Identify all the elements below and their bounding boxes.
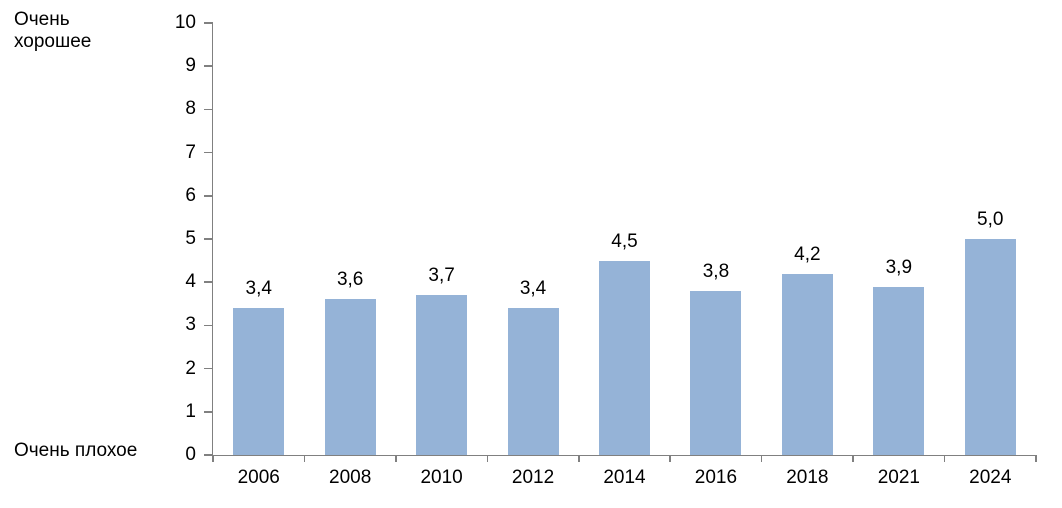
bar-value-label: 3,9 bbox=[885, 256, 913, 278]
x-tick-label: 2016 bbox=[694, 467, 738, 488]
x-axis-tick bbox=[669, 455, 671, 462]
y-tick-label: 9 bbox=[185, 55, 196, 77]
bar-value-label: 3,7 bbox=[428, 265, 455, 287]
x-axis-tick bbox=[852, 455, 854, 462]
bar-value-label: 3,4 bbox=[519, 278, 547, 300]
bar bbox=[233, 308, 285, 455]
y-axis-top-label: Очень хорошее bbox=[14, 9, 92, 52]
bar-value-label: 4,5 bbox=[611, 230, 638, 252]
bar bbox=[690, 290, 742, 455]
y-axis-tick bbox=[204, 454, 213, 456]
y-axis-tick bbox=[204, 65, 213, 67]
y-tick-label: 6 bbox=[185, 184, 196, 206]
bar bbox=[416, 295, 468, 455]
y-tick-label: 2 bbox=[185, 357, 196, 379]
bar bbox=[507, 308, 559, 455]
y-tick-label: 0 bbox=[185, 444, 196, 465]
x-axis-tick bbox=[303, 455, 306, 462]
x-axis-tick bbox=[395, 455, 397, 462]
x-axis-tick bbox=[578, 455, 580, 462]
y-axis-tick bbox=[204, 367, 213, 370]
x-tick-label: 2018 bbox=[786, 467, 829, 488]
y-tick-label: 1 bbox=[185, 400, 196, 422]
y-axis-tick bbox=[204, 281, 213, 283]
bar-value-label: 3,6 bbox=[336, 269, 364, 291]
y-tick-label: 7 bbox=[185, 141, 196, 163]
x-axis-tick bbox=[486, 455, 489, 462]
y-tick-label: 10 bbox=[174, 12, 196, 33]
x-axis-tick bbox=[943, 455, 946, 462]
y-tick-label: 3 bbox=[185, 314, 196, 336]
y-axis-tick bbox=[204, 195, 213, 197]
plot-area: 3,4 2006 3,6 2008 3,7 2010 3,4 2012 4,5 2014 3,8 20… bbox=[204, 22, 1037, 488]
bar bbox=[964, 239, 1016, 455]
y-tick-label: 5 bbox=[185, 228, 196, 249]
bar-value-label: 5,0 bbox=[977, 209, 1004, 230]
x-tick-label: 2010 bbox=[420, 467, 463, 488]
bar bbox=[599, 260, 650, 455]
y-axis-bottom-label: Очень плохое bbox=[14, 440, 138, 461]
bar-value-label: 3,8 bbox=[702, 260, 730, 282]
bar-value-label: 3,4 bbox=[245, 278, 272, 300]
y-axis-tick bbox=[204, 411, 213, 413]
y-axis-tick bbox=[204, 108, 213, 111]
y-tick-label: 8 bbox=[185, 98, 196, 120]
x-axis-tick bbox=[212, 455, 214, 462]
x-tick-label: 2014 bbox=[603, 467, 646, 488]
x-tick-label: 2024 bbox=[969, 467, 1012, 488]
y-axis-tick bbox=[204, 22, 213, 24]
bar-value-label: 4,2 bbox=[794, 243, 821, 265]
x-tick-label: 2006 bbox=[237, 467, 280, 488]
y-axis-tick bbox=[204, 238, 213, 240]
bar bbox=[324, 299, 376, 455]
x-tick-label: 2012 bbox=[511, 467, 555, 488]
bar bbox=[781, 273, 833, 455]
x-tick-label: 2021 bbox=[877, 467, 920, 488]
x-axis-tick bbox=[760, 455, 763, 462]
y-tick-label: 4 bbox=[185, 271, 196, 293]
y-axis-tick bbox=[204, 324, 213, 327]
x-tick-label: 2008 bbox=[329, 467, 372, 488]
bar bbox=[873, 286, 925, 455]
x-axis-tick bbox=[1035, 455, 1037, 462]
y-axis-tick bbox=[204, 151, 213, 154]
